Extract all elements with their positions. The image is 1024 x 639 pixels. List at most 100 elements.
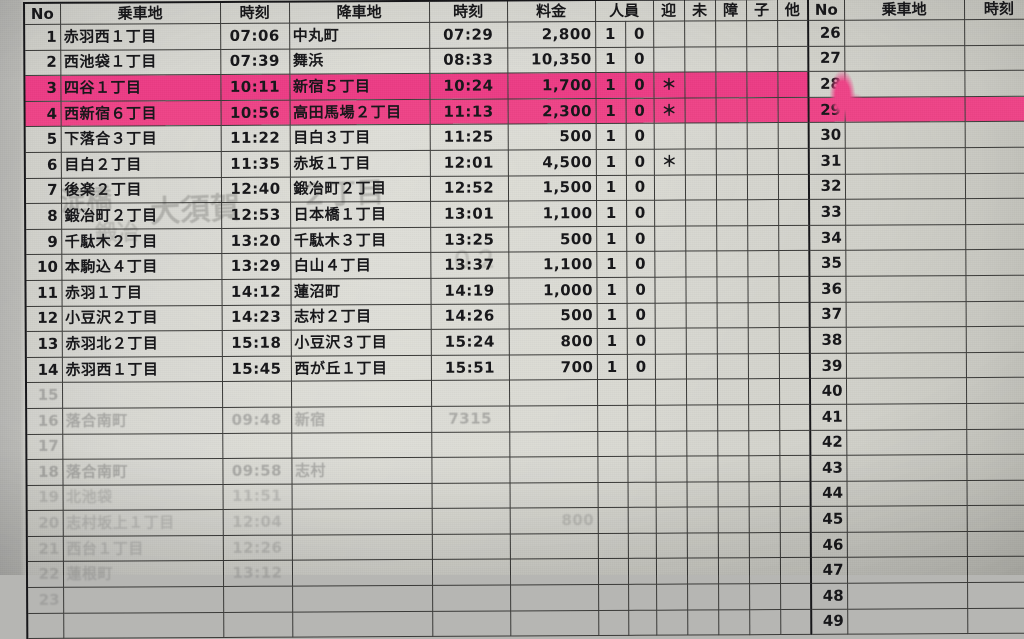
cell-mukae[interactable] [656,584,688,610]
row-no[interactable]: 3 [24,75,61,102]
row-no[interactable]: 8 [25,203,62,230]
cell-mi[interactable] [685,200,717,226]
cell-dropoff[interactable] [291,559,433,587]
cell-passengers-adult[interactable]: 1 [596,277,627,304]
cell-passengers-child[interactable]: 0 [626,277,655,303]
row-no[interactable]: 2 [24,49,61,76]
cell-fare[interactable] [508,379,598,406]
cell-passengers-child[interactable]: 0 [626,328,655,355]
row-no-right[interactable]: 37 [809,301,846,328]
cell-pickup-right[interactable] [844,147,965,174]
cell-time-pickup[interactable]: 13:12 [222,560,293,587]
cell-time-right[interactable] [966,479,1024,506]
cell-pickup-right[interactable] [845,249,966,277]
cell-pickup[interactable]: 落合南町 [62,458,223,485]
row-no-right[interactable]: 45 [810,506,847,533]
row-no[interactable]: 14 [25,357,62,383]
cell-ko[interactable] [747,276,779,303]
cell-sho[interactable] [717,481,749,508]
cell-sho[interactable] [715,123,747,149]
cell-ko[interactable] [746,46,778,72]
cell-ko[interactable] [747,327,779,354]
cell-time-pickup[interactable] [221,381,292,408]
cell-time-dropoff[interactable]: 15:24 [430,329,509,356]
cell-ko[interactable] [748,532,780,559]
cell-pickup[interactable]: 後楽２丁目 [60,177,222,204]
cell-mi[interactable] [687,609,719,636]
cell-mi[interactable] [686,455,718,482]
cell-passengers-child[interactable] [628,609,657,636]
cell-time-dropoff[interactable]: 15:51 [430,354,509,381]
cell-passengers-adult[interactable] [597,558,629,585]
cell-sho[interactable] [717,404,749,431]
cell-ta[interactable] [777,148,809,175]
cell-passengers-child[interactable]: 0 [626,251,655,278]
cell-passengers-adult[interactable] [598,584,629,611]
cell-pickup[interactable]: 赤羽１丁目 [61,279,222,306]
cell-sho[interactable] [715,71,747,98]
cell-mi[interactable] [686,507,718,533]
cell-time-dropoff[interactable] [432,610,511,637]
cell-ta[interactable] [779,481,811,507]
cell-dropoff[interactable] [290,380,432,408]
cell-time-pickup[interactable]: 11:35 [220,151,290,178]
cell-dropoff[interactable]: 赤坂１丁目 [289,150,430,177]
row-no[interactable]: 23 [27,587,64,614]
cell-pickup[interactable]: 西台１丁目 [62,535,223,562]
cell-time-right[interactable] [967,607,1024,634]
cell-dropoff[interactable]: 舞浜 [289,47,430,75]
cell-time-right[interactable] [964,121,1024,148]
cell-passengers-adult[interactable]: 1 [595,21,626,48]
cell-passengers-adult[interactable] [598,609,629,636]
cell-dropoff[interactable]: 西が丘１丁目 [290,355,431,382]
cell-mukae[interactable] [654,276,686,303]
row-no[interactable]: 10 [25,254,62,281]
cell-ko[interactable] [747,353,779,380]
cell-fare[interactable]: 1,500 [507,175,597,202]
cell-dropoff[interactable]: 日本橋１丁目 [290,201,431,228]
cell-time-dropoff[interactable] [431,482,510,509]
cell-time-pickup[interactable]: 11:51 [222,483,292,510]
cell-ta[interactable] [779,557,812,584]
cell-pickup-right[interactable] [846,531,967,558]
cell-passengers-child[interactable]: 0 [626,200,655,227]
cell-ta[interactable] [778,225,810,251]
cell-passengers-adult[interactable]: 1 [596,302,627,329]
cell-dropoff[interactable]: 小豆沢３丁目 [290,329,431,356]
row-no[interactable]: 16 [26,408,63,434]
cell-mukae[interactable] [653,21,685,47]
cell-mukae[interactable] [655,507,687,534]
cell-passengers-adult[interactable]: 1 [596,251,627,278]
cell-pickup[interactable]: 千駄木２丁目 [61,228,222,255]
cell-mukae[interactable] [655,456,687,482]
cell-mukae[interactable] [653,174,686,201]
row-no-right[interactable]: 31 [808,148,845,174]
row-no-right[interactable]: 41 [810,404,847,430]
cell-time-dropoff[interactable]: 14:19 [430,277,509,304]
row-no-right[interactable]: 40 [809,378,847,405]
cell-pickup[interactable]: 志村坂上１丁目 [62,509,223,537]
cell-time-dropoff[interactable] [431,559,511,586]
cell-time-dropoff[interactable] [430,380,510,407]
cell-mukae[interactable] [654,251,686,278]
cell-dropoff[interactable]: 高田馬場２丁目 [289,99,430,126]
cell-mukae[interactable] [654,200,686,226]
cell-pickup-right[interactable] [845,224,966,251]
cell-passengers-adult[interactable] [597,507,628,534]
cell-pickup-right[interactable] [847,608,968,635]
cell-time-pickup[interactable] [222,432,292,459]
cell-sho[interactable] [718,609,750,636]
cell-passengers-child[interactable]: 0 [625,123,654,150]
cell-ta[interactable] [779,404,811,431]
row-no-right[interactable]: 43 [810,455,847,482]
cell-time-pickup[interactable]: 12:53 [221,202,291,229]
cell-fare[interactable]: 700 [508,354,597,381]
cell-sho[interactable] [717,532,749,559]
cell-ta[interactable] [779,532,811,559]
cell-mukae[interactable]: ＊ [653,72,685,98]
row-no-right[interactable]: 33 [809,199,846,226]
cell-pickup-right[interactable] [845,352,966,379]
cell-pickup-right[interactable] [846,505,967,533]
cell-time-pickup[interactable]: 07:39 [220,48,290,75]
cell-mukae[interactable] [653,123,685,150]
